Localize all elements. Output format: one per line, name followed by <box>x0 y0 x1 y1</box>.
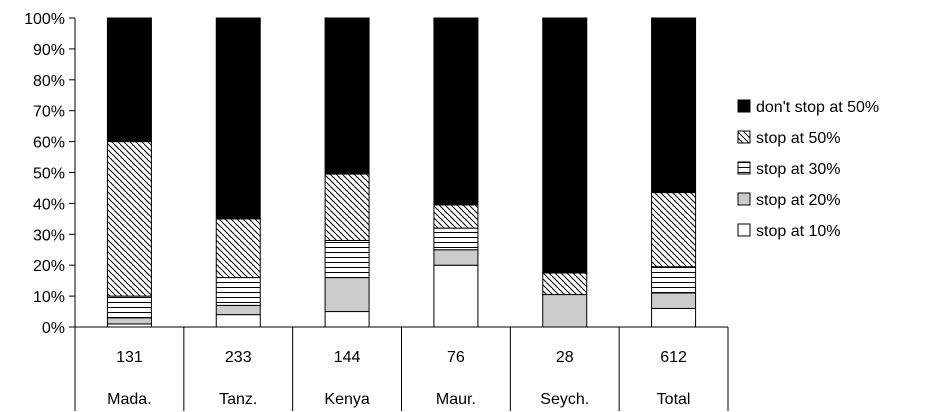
count-label: 144 <box>334 349 361 366</box>
bars <box>106 17 697 328</box>
y-tick-label: 90% <box>33 42 65 59</box>
bar-segment <box>324 239 370 279</box>
legend: don't stop at 50% stop at 50% stop at 30% s… <box>737 99 879 240</box>
y-tick-label: 50% <box>33 166 65 183</box>
y-tick-label: 10% <box>33 289 65 306</box>
category-label: Kenya <box>324 391 369 408</box>
bar-segment <box>433 227 479 251</box>
category-label: Tanz. <box>219 391 257 408</box>
bar-segment <box>215 304 261 316</box>
bar-segment <box>651 307 697 328</box>
legend-label: stop at 50% <box>756 130 841 147</box>
bar-segment <box>215 218 261 279</box>
legend-swatch <box>737 223 751 237</box>
y-tick-label: 100% <box>24 11 65 28</box>
y-tick-label: 20% <box>33 258 65 275</box>
bar-segment <box>215 17 261 220</box>
bar-segment <box>542 17 588 274</box>
bar-segment <box>324 311 370 328</box>
bar-segment <box>433 204 479 229</box>
count-label: 131 <box>116 349 143 366</box>
bar-segment <box>106 295 152 319</box>
bar-segment <box>215 314 261 328</box>
legend-label: stop at 10% <box>756 223 841 240</box>
legend-swatch <box>737 192 751 206</box>
count-label: 233 <box>225 349 252 366</box>
count-label: 76 <box>447 349 465 366</box>
y-tick-label: 0% <box>42 320 65 337</box>
legend-swatch <box>737 130 751 144</box>
category-label: Total <box>657 391 691 408</box>
bar-segment <box>106 17 152 143</box>
bar-segment <box>542 294 588 328</box>
bar-segment <box>433 249 479 266</box>
legend-swatch <box>737 99 751 113</box>
legend-label: stop at 20% <box>756 192 841 209</box>
y-tick-label: 70% <box>33 104 65 121</box>
category-label: Maur. <box>436 391 476 408</box>
bar-segment <box>433 17 479 206</box>
legend-swatch <box>737 161 751 175</box>
bar-segment <box>324 277 370 313</box>
bar-segment <box>324 17 370 175</box>
bar-segment <box>106 141 152 297</box>
bar-segment <box>324 173 370 241</box>
y-tick-label: 80% <box>33 73 65 90</box>
count-label: 612 <box>660 349 687 366</box>
count-label: 28 <box>556 349 574 366</box>
y-tick-label: 40% <box>33 196 65 213</box>
bar-segment <box>542 272 588 296</box>
bar-segment <box>651 192 697 268</box>
y-tick-label: 60% <box>33 135 65 152</box>
category-table: 131 Mada. 233 Tanz. 144 Kenya 76 Maur. 28 Seych. 6… <box>74 327 729 411</box>
y-tick-label: 30% <box>33 227 65 244</box>
bar-segment <box>651 17 697 194</box>
category-label: Mada. <box>107 391 151 408</box>
bar-segment <box>106 317 152 325</box>
bar-segment <box>651 266 697 294</box>
bar-segment <box>215 277 261 306</box>
bar-segment <box>433 264 479 328</box>
legend-label: don't stop at 50% <box>756 99 879 116</box>
category-label: Seych. <box>540 391 589 408</box>
bar-segment <box>651 292 697 309</box>
legend-label: stop at 30% <box>756 161 841 178</box>
